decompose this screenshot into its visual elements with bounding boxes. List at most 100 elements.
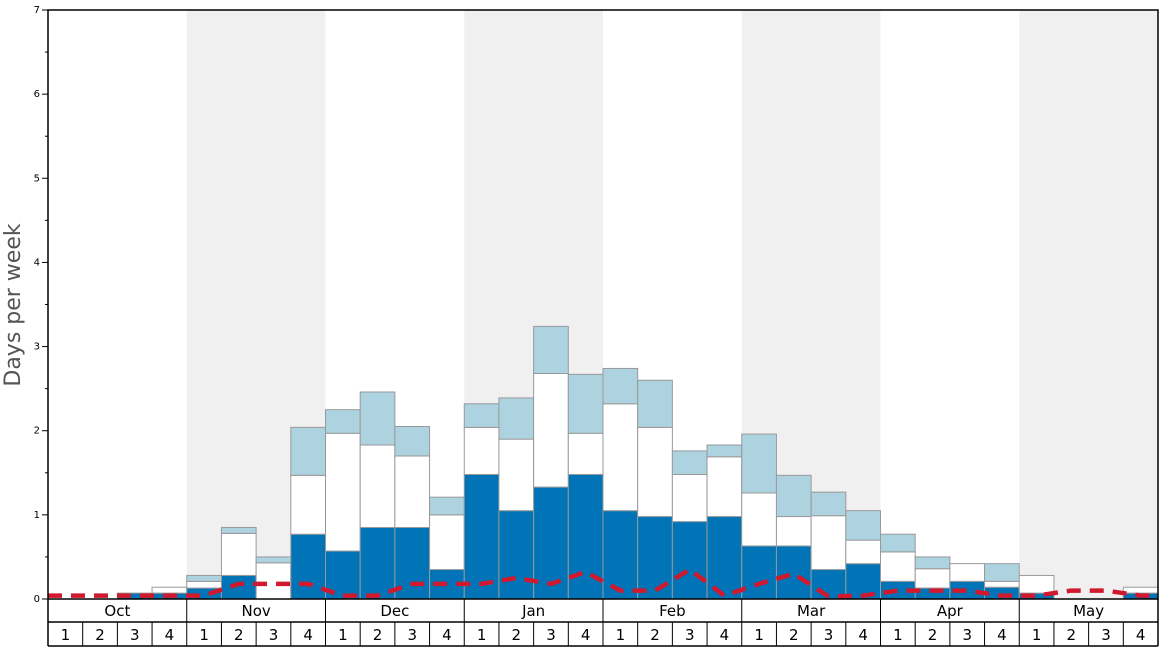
bar-apr-1-seg3	[880, 533, 916, 553]
week-label-nov-3: 3	[269, 626, 279, 644]
bar-nov-4-seg2	[290, 474, 326, 535]
week-label-jan-3: 3	[546, 626, 556, 644]
month-shading	[186, 10, 1158, 599]
bar-apr-4-seg3	[984, 563, 1020, 582]
bar-jan-3-seg3	[533, 325, 569, 374]
week-label-dec-1: 1	[338, 626, 348, 644]
month-label-nov: Nov	[241, 602, 270, 620]
bar-mar-1-seg2	[741, 492, 777, 547]
bar-feb-3-seg1	[671, 521, 708, 600]
bar-mar-4-seg2	[845, 539, 881, 565]
week-label-jan-1: 1	[477, 626, 487, 644]
bar-feb-3-seg2	[671, 473, 708, 523]
bar-mar-3-seg3	[810, 491, 847, 517]
bar-feb-1-seg1	[602, 510, 639, 600]
y-tick-label-7: 7	[34, 5, 40, 16]
week-label-feb-1: 1	[616, 626, 626, 644]
bar-dec-2-seg2	[359, 444, 396, 528]
week-label-may-3: 3	[1101, 626, 1111, 644]
trend-line	[48, 567, 1158, 599]
bar-dec-3-seg2	[394, 455, 431, 528]
week-label-feb-4: 4	[720, 626, 730, 644]
y-tick-label-2: 2	[34, 426, 40, 437]
week-label-mar-3: 3	[824, 626, 834, 644]
bar-jan-1-seg2	[463, 426, 500, 475]
y-tick-label-5: 5	[34, 173, 40, 184]
bar-jan-3-seg1	[533, 486, 569, 600]
bar-jan-4-seg2	[567, 432, 604, 475]
bar-jan-3-seg2	[533, 372, 569, 488]
bar-dec-2-seg3	[359, 391, 396, 446]
bar-apr-3-seg2	[949, 563, 986, 582]
week-label-apr-3: 3	[962, 626, 972, 644]
month-label-may: May	[1073, 602, 1104, 620]
week-label-apr-2: 2	[928, 626, 938, 644]
month-label-mar: Mar	[797, 602, 826, 620]
y-tick-label-0: 0	[34, 594, 40, 605]
bar-feb-2-seg2	[637, 426, 673, 518]
bar-mar-4-seg3	[845, 510, 881, 541]
bar-feb-4-seg1	[706, 516, 743, 600]
y-axis-label: Days per week	[1, 223, 26, 386]
bar-apr-4-seg2	[984, 580, 1020, 588]
bar-nov-2-seg3	[220, 526, 257, 534]
week-label-jan-2: 2	[512, 626, 522, 644]
week-label-apr-1: 1	[893, 626, 903, 644]
month-label-jan: Jan	[521, 602, 545, 620]
bar-nov-1-seg2	[186, 580, 222, 589]
bar-apr-2-seg3	[914, 556, 951, 570]
bar-jan-2-seg1	[498, 510, 535, 600]
bar-nov-3-seg2	[255, 562, 292, 600]
bar-nov-1-seg3	[186, 574, 222, 582]
bar-nov-4-seg3	[290, 426, 326, 476]
bar-oct-4-seg2	[151, 586, 188, 594]
bar-jan-2-seg2	[498, 438, 535, 512]
x-axis: Oct Nov Dec Jan Feb Mar Apr May 1 2 3 4 1 2 3 4 1 2 3 4 1 2 3 4…	[47, 599, 1159, 647]
y-tick-label-1: 1	[34, 510, 40, 521]
bar-mar-2-seg1	[775, 545, 812, 600]
trend-line-path	[48, 567, 1158, 599]
bar-mar-2-seg3	[775, 474, 812, 518]
bar-nov-2-seg2	[220, 532, 257, 576]
bar-dec-4-seg3	[429, 496, 465, 516]
bar-mar-2-seg2	[775, 516, 812, 547]
bar-mar-1-seg3	[741, 433, 777, 494]
week-label-oct-4: 4	[165, 626, 175, 644]
week-label-feb-3: 3	[685, 626, 695, 644]
bar-feb-3-seg3	[671, 450, 708, 475]
bar-mar-3-seg2	[810, 515, 847, 571]
bar-feb-4-seg3	[706, 444, 743, 458]
bar-mar-4-seg1	[845, 563, 881, 600]
week-label-oct-1: 1	[61, 626, 71, 644]
month-label-oct: Oct	[104, 602, 130, 620]
y-axis: 0 1 2 3 4 5 6 7	[34, 5, 48, 605]
bar-mar-1-seg1	[741, 545, 777, 600]
y-tick-label-6: 6	[34, 89, 40, 100]
bar-feb-1-seg2	[602, 403, 639, 512]
week-label-dec-4: 4	[442, 626, 452, 644]
week-label-may-1: 1	[1032, 626, 1042, 644]
bar-feb-2-seg3	[637, 379, 673, 428]
week-label-may-4: 4	[1136, 626, 1146, 644]
y-tick-label-4: 4	[34, 257, 40, 268]
bar-dec-3-seg3	[394, 426, 431, 457]
week-label-nov-4: 4	[303, 626, 313, 644]
bar-jan-2-seg3	[498, 397, 535, 440]
bar-jan-1-seg3	[463, 403, 500, 428]
week-label-oct-3: 3	[130, 626, 140, 644]
bar-may-4-seg2	[1122, 586, 1159, 594]
bar-feb-2-seg1	[637, 516, 673, 600]
week-label-nov-1: 1	[199, 626, 209, 644]
bar-nov-3-seg3	[255, 556, 292, 564]
week-label-mar-2: 2	[789, 626, 799, 644]
y-tick-label-3: 3	[34, 342, 40, 353]
week-label-oct-2: 2	[95, 626, 105, 644]
week-label-dec-3: 3	[407, 626, 417, 644]
week-label-nov-2: 2	[234, 626, 244, 644]
bar-may-1-seg2	[1018, 574, 1055, 594]
month-label-feb: Feb	[659, 602, 686, 620]
bar-nov-2-seg1	[220, 574, 257, 600]
week-label-feb-2: 2	[650, 626, 660, 644]
bar-feb-1-seg3	[602, 367, 639, 405]
